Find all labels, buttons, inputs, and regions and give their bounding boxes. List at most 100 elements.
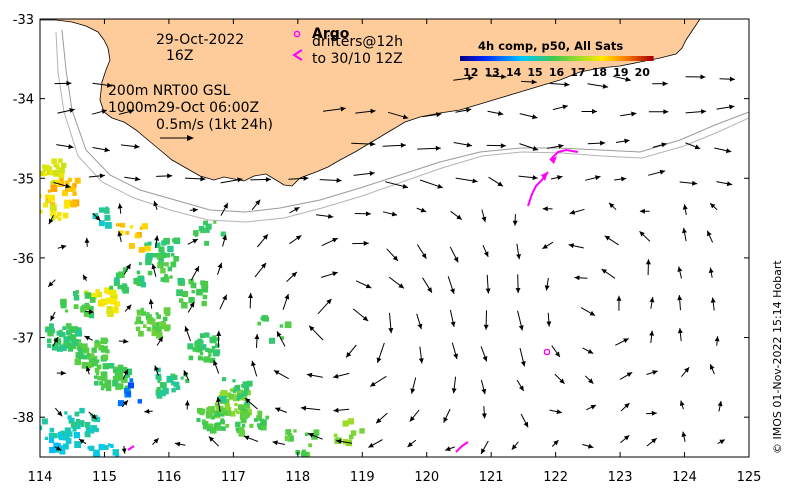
sst-pixel: [221, 397, 225, 401]
sst-pixel: [43, 203, 48, 208]
sst-pixel: [148, 271, 153, 276]
sst-pixel: [280, 324, 283, 327]
sst-pixel: [33, 441, 40, 448]
sst-pixel: [79, 408, 84, 413]
sst-pixel: [97, 376, 102, 381]
sst-pixel: [91, 427, 96, 432]
sst-pixel: [161, 277, 166, 282]
sst-pixel: [118, 223, 121, 226]
sst-pixel: [242, 424, 245, 427]
sst-pixel: [47, 339, 52, 344]
sst-pixel: [199, 226, 204, 231]
sst-pixel: [31, 157, 37, 163]
sst-pixel: [58, 217, 62, 221]
sst-pixel: [66, 438, 72, 444]
sst-pixel: [265, 416, 269, 420]
sst-pixel: [87, 428, 92, 433]
colorbar-tick-label: 15: [527, 66, 542, 79]
sst-pixel: [101, 375, 107, 381]
sst-pixel: [217, 426, 222, 431]
sst-pixel: [144, 243, 147, 246]
sst-pixel: [139, 262, 142, 265]
sst-pixel: [135, 322, 138, 325]
sst-pixel: [257, 322, 261, 326]
sst-pixel: [204, 332, 209, 337]
colorbar-segment: [650, 56, 654, 61]
x-tick-label: 118: [285, 470, 310, 485]
sst-pixel: [178, 278, 185, 285]
sst-pixel: [167, 246, 173, 252]
sst-pixel: [205, 229, 209, 233]
sst-pixel: [234, 408, 237, 411]
sst-pixel: [189, 356, 194, 361]
sst-pixel: [61, 163, 67, 169]
colorbar-tick-label: 13: [485, 66, 500, 79]
sst-pixel: [222, 377, 226, 381]
sst-pixel: [140, 321, 143, 324]
sst-pixel: [249, 424, 253, 428]
sst-pixel: [99, 220, 105, 226]
sst-pixel: [160, 268, 166, 274]
sst-pixel: [147, 327, 151, 331]
sst-pixel: [65, 188, 68, 191]
sst-pixel: [75, 359, 82, 366]
sst-pixel: [74, 304, 79, 309]
sst-pixel: [164, 326, 169, 331]
sst-pixel: [104, 215, 110, 221]
sst-pixel: [60, 178, 63, 181]
sst-pixel: [225, 424, 229, 428]
sst-pixel: [48, 190, 51, 193]
sst-pixel: [220, 408, 226, 414]
credit-text: © IMOS 01-Nov-2022 15:14 Hobart: [771, 260, 784, 454]
sst-pixel: [200, 410, 205, 415]
sst-pixel: [78, 343, 82, 347]
sst-pixel: [74, 441, 81, 448]
sst-pixel: [62, 326, 66, 330]
sst-pixel: [171, 388, 175, 392]
sst-pixel: [99, 381, 103, 385]
sst-pixel: [152, 253, 156, 257]
sst-pixel: [136, 327, 141, 332]
sst-pixel: [103, 354, 109, 360]
sst-pixel: [72, 192, 76, 196]
sst-pixel: [68, 178, 72, 182]
sst-pixel: [142, 311, 147, 316]
sst-pixel: [194, 342, 199, 347]
sst-pixel: [64, 337, 69, 342]
sst-pixel: [125, 231, 129, 235]
sst-pixel: [82, 343, 88, 349]
y-tick-label: -34: [13, 93, 34, 108]
sst-pixel: [101, 346, 108, 353]
sst-pixel: [202, 348, 205, 351]
sst-pixel: [110, 298, 117, 305]
sst-pixel: [104, 445, 109, 450]
sst-pixel: [146, 253, 153, 260]
sst-pixel: [49, 447, 55, 453]
sst-pixel: [118, 383, 124, 389]
sst-pixel: [101, 338, 108, 345]
sst-pixel: [285, 436, 290, 441]
sst-pixel: [47, 344, 51, 348]
sst-pixel: [206, 412, 213, 419]
sst-pixel: [53, 433, 58, 438]
sst-pixel: [94, 381, 99, 386]
sst-pixel: [110, 290, 117, 297]
depth-line-1: 200m NRT00 GSL: [108, 83, 231, 99]
sst-pixel: [349, 435, 354, 440]
y-tick-label: -35: [13, 172, 34, 187]
y-tick-label: -36: [13, 252, 34, 267]
sst-pixel: [44, 172, 48, 176]
drifters-line-1: drifters@12h: [312, 34, 403, 50]
y-tick-label: -37: [13, 332, 34, 347]
x-tick-label: 116: [156, 470, 181, 485]
sst-pixel: [156, 253, 159, 256]
sst-pixel: [163, 317, 168, 322]
sst-pixel: [243, 381, 250, 388]
date-line: 29-Oct-2022: [156, 32, 244, 48]
sst-pixel: [63, 347, 67, 351]
sst-pixel: [75, 412, 80, 417]
sst-pixel: [76, 354, 81, 359]
sst-pixel: [78, 339, 81, 342]
sst-pixel: [233, 390, 236, 393]
sst-pixel: [235, 422, 240, 427]
